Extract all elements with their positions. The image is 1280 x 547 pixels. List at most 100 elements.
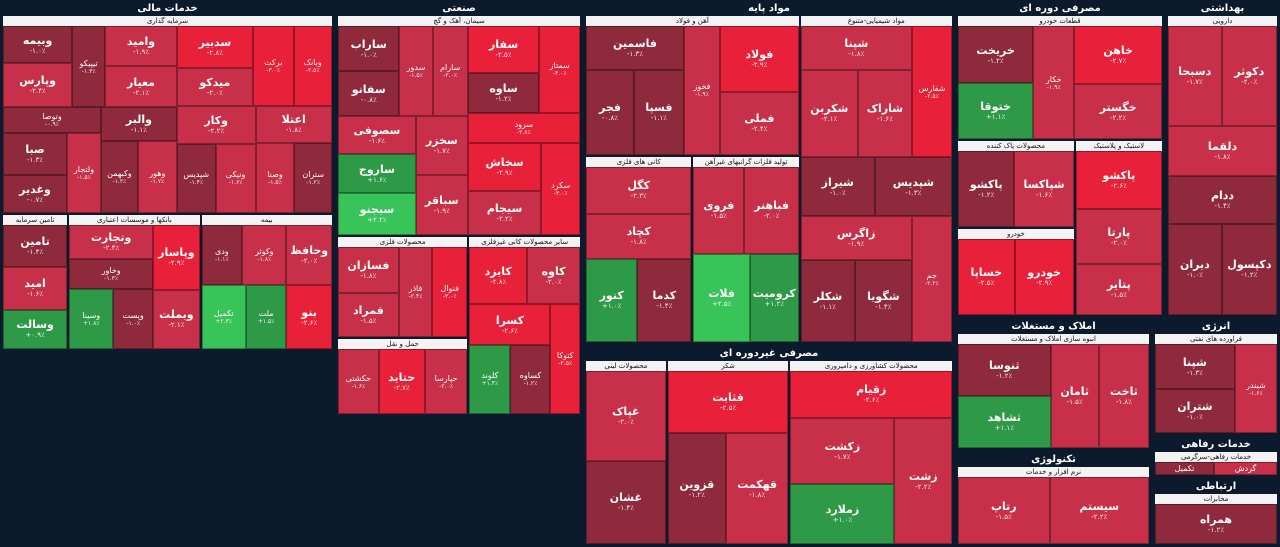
stock-tile[interactable]: ملت +۱.۵٪: [245, 285, 287, 349]
stock-tile[interactable]: سخاش -۲.۹٪: [467, 143, 542, 191]
stock-tile[interactable]: وسالت +۰.۹٪: [3, 309, 68, 349]
stock-tile[interactable]: شپنا -۱.۸٪: [800, 26, 912, 70]
stock-tile[interactable]: ثشاهد +۱.۱٪: [958, 396, 1051, 448]
stock-tile[interactable]: حپارسا -۲.۰٪: [424, 349, 468, 414]
stock-tile[interactable]: دلقما -۱.۸٪: [1168, 126, 1277, 177]
stock-tile[interactable]: کاوه -۲.۰٪: [527, 246, 580, 305]
stock-tile[interactable]: وبملت -۲.۱٪: [153, 289, 200, 349]
stock-tile[interactable]: وکوثر -۱.۸٪: [242, 225, 287, 286]
stock-tile[interactable]: سصوفی -۱.۶٪: [338, 115, 416, 155]
stock-tile[interactable]: فسپا -۱.۱٪: [633, 70, 684, 155]
stock-tile[interactable]: سارام -۲.۰٪: [432, 26, 468, 116]
stock-tile[interactable]: همراه -۱.۲٪: [1155, 504, 1277, 544]
stock-tile[interactable]: زملارد +۱.۰٪: [790, 483, 895, 544]
stock-tile[interactable]: کنور +۱.۰٪: [586, 258, 638, 342]
stock-tile[interactable]: وسینا +۱.۸٪: [69, 288, 114, 349]
stock-tile[interactable]: ددام -۱.۴٪: [1168, 176, 1277, 224]
stock-tile[interactable]: دسبحا -۱.۷٪: [1168, 26, 1222, 127]
stock-tile[interactable]: خاهن -۲.۷٪: [1074, 26, 1162, 85]
stock-tile[interactable]: وامید -۱.۹٪: [105, 26, 177, 67]
stock-tile[interactable]: وبیمه -۱.۰٪: [3, 26, 73, 64]
stock-tile[interactable]: زشت -۲.۲٪: [894, 417, 952, 544]
stock-tile[interactable]: وپست -۱.۰٪: [113, 288, 154, 349]
stock-tile[interactable]: سرود -۲.۸٪: [467, 112, 580, 144]
stock-tile[interactable]: کایزد -۲.۸٪: [469, 246, 528, 305]
stock-tile[interactable]: سخزر -۱.۷٪: [415, 115, 468, 175]
stock-tile[interactable]: شاراک -۱.۶٪: [857, 69, 912, 158]
stock-tile[interactable]: سفانو -۰.۸٪: [338, 71, 400, 116]
stock-tile[interactable]: تامین -۱.۴٪: [3, 225, 68, 267]
stock-tile[interactable]: فملی -۲.۴٪: [720, 92, 799, 155]
stock-tile[interactable]: ساروج +۱.۶٪: [338, 154, 416, 194]
stock-tile[interactable]: دیران -۱.۰٪: [1168, 223, 1222, 315]
stock-tile[interactable]: ساوه -۱.۲٪: [467, 72, 540, 113]
stock-tile[interactable]: فسازان -۱.۸٪: [338, 246, 399, 293]
stock-tile[interactable]: شپاکسا -۱.۶٪: [1014, 151, 1074, 228]
stock-tile[interactable]: وهور -۱.۷٪: [137, 141, 177, 214]
stock-tile[interactable]: صبا -۱.۳٪: [3, 132, 67, 175]
stock-tile[interactable]: پارتا -۲.۰٪: [1075, 209, 1162, 264]
stock-tile[interactable]: فخوز -۱.۹٪: [683, 26, 721, 155]
stock-tile[interactable]: تکمیل +۲.۳٪: [201, 285, 246, 349]
stock-tile[interactable]: برکت -۳.۰٪: [252, 26, 294, 106]
stock-tile[interactable]: زقیام -۲.۶٪: [790, 371, 952, 418]
stock-tile[interactable]: سکرد -۳.۰٪: [541, 143, 580, 235]
stock-tile[interactable]: پاکشو -۱.۲٪: [958, 151, 1015, 228]
stock-tile[interactable]: فولاد -۲.۹٪: [720, 26, 799, 92]
stock-tile[interactable]: اعتلا -۱.۸٪: [255, 105, 332, 143]
stock-tile[interactable]: ساراب -۱.۰٪: [338, 26, 400, 72]
stock-tile[interactable]: وصنا -۱.۵٪: [255, 142, 295, 214]
stock-tile[interactable]: وحافظ -۲.۰٪: [286, 225, 332, 286]
stock-tile[interactable]: ستران -۱.۲٪: [294, 142, 332, 214]
stock-tile[interactable]: وکار -۲.۲٪: [176, 105, 256, 144]
stock-tile[interactable]: فلات +۲.۵٪: [693, 253, 750, 342]
stock-tile[interactable]: خساپا -۲.۵٪: [958, 239, 1015, 315]
stock-tile[interactable]: وتجارت -۲.۴٪: [69, 225, 154, 260]
stock-tile[interactable]: سیجام -۲.۲٪: [467, 190, 542, 235]
stock-tile[interactable]: کگل -۲.۳٪: [586, 166, 692, 214]
stock-tile[interactable]: شپدیس -۱.۳٪: [874, 157, 952, 217]
stock-tile[interactable]: سباقر -۱.۹٪: [415, 174, 468, 235]
stock-tile[interactable]: جم -۲.۲٪: [911, 216, 952, 342]
stock-tile[interactable]: حتاید -۲.۷٪: [378, 349, 425, 414]
stock-tile[interactable]: وپارس -۲.۴٪: [3, 63, 73, 108]
stock-tile[interactable]: ثنوسا -۱.۲٪: [958, 344, 1051, 397]
stock-tile[interactable]: فجر -۰.۸٪: [586, 70, 634, 155]
stock-tile[interactable]: سبجنو +۲.۲٪: [338, 193, 416, 235]
stock-tile[interactable]: فروی -۱.۵٪: [693, 166, 745, 254]
stock-tile[interactable]: سدور -۱.۵٪: [399, 26, 433, 116]
stock-tile[interactable]: دکوثر -۲.۰٪: [1221, 26, 1277, 127]
stock-tile[interactable]: رتاپ -۱.۵٪: [958, 477, 1050, 544]
stock-tile[interactable]: دکپسول -۱.۲٪: [1221, 223, 1277, 315]
stock-tile[interactable]: شبندر -۱.۶٪: [1234, 344, 1277, 433]
stock-tile[interactable]: قزوین -۱.۲٪: [667, 433, 726, 544]
stock-tile[interactable]: معیار -۲.۱٪: [105, 66, 177, 108]
stock-tile[interactable]: شفارس -۲.۵٪: [911, 26, 952, 158]
stock-tile[interactable]: وتوصا -۰.۹٪: [3, 107, 102, 133]
stock-tile[interactable]: قهکمت -۱.۸٪: [725, 433, 789, 544]
stock-tile[interactable]: ولتجار -۱.۵٪: [66, 132, 102, 214]
stock-tile[interactable]: غشان -۱.۴٪: [586, 460, 666, 544]
stock-tile[interactable]: کسرا -۲.۶٪: [469, 304, 551, 345]
stock-tile[interactable]: پتایر -۱.۵٪: [1075, 263, 1162, 315]
stock-tile[interactable]: غپاک -۲.۰٪: [586, 371, 666, 461]
stock-tile[interactable]: شکلر -۱.۱٪: [800, 260, 856, 342]
stock-tile[interactable]: تیپیکو -۱.۳٪: [72, 26, 106, 108]
stock-tile[interactable]: سمتاز -۳.۰٪: [539, 26, 580, 113]
stock-tile[interactable]: شگویا -۱.۴٪: [855, 260, 912, 342]
stock-tile[interactable]: ودی -۱.۱٪: [201, 225, 243, 286]
stock-tile[interactable]: ثامان -۱.۵٪: [1050, 344, 1099, 448]
stock-tile[interactable]: گردش: [1214, 462, 1277, 475]
stock-tile[interactable]: کتوکا -۲.۵٪: [550, 304, 580, 414]
stock-tile[interactable]: سیستم -۲.۲٪: [1049, 477, 1149, 544]
stock-tile[interactable]: خگستر -۲.۲٪: [1074, 84, 1162, 140]
stock-tile[interactable]: وکبهمن -۱.۲٪: [101, 141, 138, 214]
stock-tile[interactable]: خریخت -۱.۲٪: [958, 26, 1034, 84]
stock-tile[interactable]: امید -۱.۶٪: [3, 266, 68, 310]
stock-tile[interactable]: قثابت -۲.۵٪: [667, 371, 789, 434]
stock-tile[interactable]: شیراز -۱.۰٪: [800, 157, 875, 217]
stock-tile[interactable]: کرومیت +۱.۲٪: [750, 253, 799, 342]
stock-tile[interactable]: وخاور -۱.۳٪: [69, 259, 154, 289]
stock-tile[interactable]: کچاد -۱.۸٪: [586, 213, 692, 259]
stock-tile[interactable]: شپدیس -۱.۴٪: [176, 143, 216, 214]
